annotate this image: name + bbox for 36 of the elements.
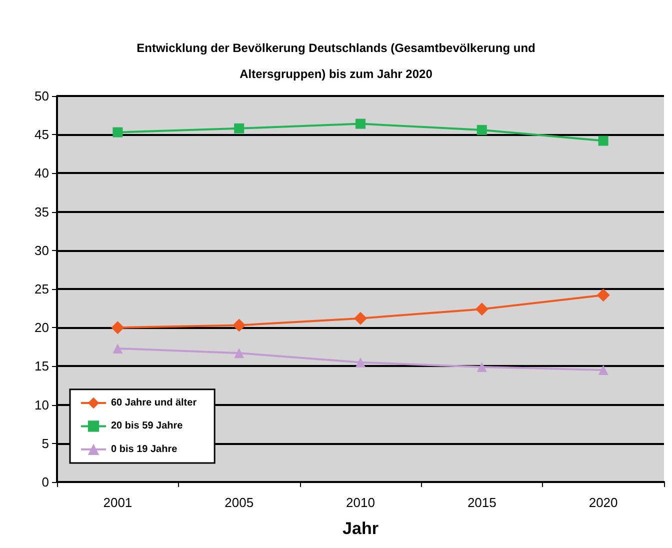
- x-tick-label: 2005: [224, 495, 254, 510]
- point: [596, 288, 610, 302]
- point: [476, 124, 487, 135]
- point: [232, 318, 246, 332]
- y-tick-label: 30: [34, 242, 49, 258]
- point: [111, 321, 124, 334]
- y-tick-label: 20: [34, 320, 49, 336]
- point: [234, 348, 244, 358]
- legend-label: 0 bis 19 Jahre: [111, 444, 178, 455]
- y-tick-label: 0: [42, 474, 49, 490]
- x-tick-label: 2010: [346, 495, 375, 510]
- point: [354, 312, 367, 325]
- x-tick-label: 2020: [588, 495, 618, 510]
- point: [476, 362, 487, 372]
- x-tick-label: 2015: [467, 495, 496, 510]
- y-tick-label: 5: [42, 436, 49, 451]
- y-tick-label: 45: [34, 127, 49, 142]
- chart-title: Entwicklung der Bevölkerung Deutschlands (Gesamtbevölkerung und Altersgruppen) bis zum Jahr 2020: [136, 41, 536, 81]
- y-tick-label: 50: [34, 88, 49, 104]
- y-tick-label: 35: [34, 204, 49, 220]
- point: [112, 127, 123, 138]
- y-tick-label: 10: [34, 397, 49, 412]
- legend-label: 20 bis 59 Jahre: [111, 420, 184, 432]
- point: [356, 118, 366, 129]
- point: [356, 357, 366, 368]
- legend-label: 60 Jahre und älter: [111, 398, 197, 408]
- point: [475, 302, 488, 316]
- y-tick-label: 40: [34, 166, 49, 181]
- x-axis-title: Jahr: [342, 519, 379, 538]
- y-tick-label: 15: [34, 358, 49, 374]
- y-tick-label: 25: [34, 282, 49, 296]
- point: [598, 365, 608, 376]
- point: [598, 136, 608, 146]
- point: [112, 343, 123, 354]
- point: [234, 123, 244, 134]
- x-tick-label: 2001: [103, 495, 132, 510]
